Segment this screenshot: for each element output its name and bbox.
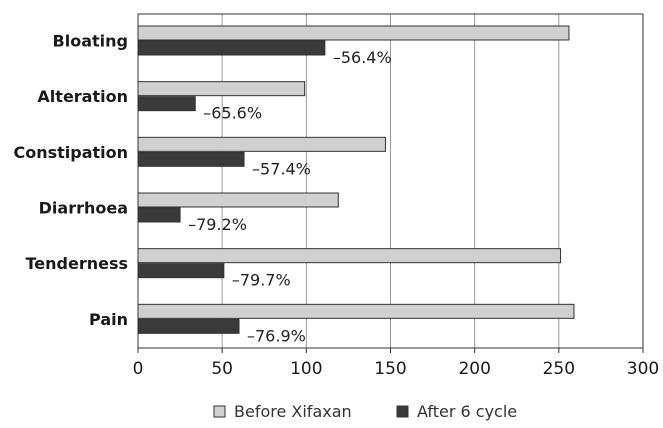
category-labels: Bloating Alteration Constipation Diarrhoea T…: [13, 32, 128, 329]
bar-after-tenderness: [137, 263, 225, 279]
bar-before-pain: [137, 303, 575, 319]
bar-before-constipation: [137, 136, 386, 152]
data-label-constipation: –57.4%: [252, 159, 311, 178]
x-tick-label: 250: [543, 359, 575, 379]
category-label-bloating: Bloating: [53, 32, 128, 51]
category-label-alteration: Alteration: [37, 87, 128, 106]
data-label-diarrhoea: –79.2%: [188, 215, 247, 234]
x-tick-label: 200: [458, 359, 490, 379]
x-tick-label: 50: [211, 359, 233, 379]
bar-after-alteration: [137, 96, 196, 112]
bar-before-bloating: [137, 25, 570, 41]
bar-after-constipation: [137, 151, 245, 167]
legend-swatch-0: [213, 405, 226, 418]
category-label-tenderness: Tenderness: [25, 254, 128, 273]
bar-before-alteration: [137, 81, 306, 97]
legend-label-0: Before Xifaxan: [234, 402, 352, 421]
x-tick-label: 100: [290, 359, 322, 379]
category-label-constipation: Constipation: [13, 143, 128, 162]
category-label-pain: Pain: [89, 310, 128, 329]
x-axis-ticks: 0 50 100 150 200 250 300: [133, 348, 659, 379]
x-tick-label: 150: [374, 359, 406, 379]
bar-before-tenderness: [137, 248, 562, 264]
data-label-bloating: –56.4%: [333, 48, 392, 67]
bar-after-pain: [137, 318, 240, 334]
legend-label-1: After 6 cycle: [417, 402, 517, 421]
data-label-alteration: –65.6%: [203, 104, 262, 123]
data-label-pain: –76.9%: [247, 326, 306, 345]
x-tick-label: 300: [627, 359, 659, 379]
x-tick-label: 0: [133, 359, 144, 379]
bar-before-diarrhoea: [137, 192, 339, 208]
grid-lines: [221, 14, 560, 348]
bar-after-diarrhoea: [137, 207, 181, 223]
bars: [137, 25, 575, 334]
bar-after-bloating: [137, 40, 326, 56]
category-label-diarrhoea: Diarrhoea: [39, 199, 128, 218]
data-label-tenderness: –79.7%: [232, 271, 291, 290]
data-labels: –56.4% –65.6% –57.4% –79.2% –79.7% –76.9%: [188, 48, 392, 345]
legend-swatch-1: [396, 405, 409, 418]
legend: Before Xifaxan After 6 cycle: [213, 402, 517, 421]
